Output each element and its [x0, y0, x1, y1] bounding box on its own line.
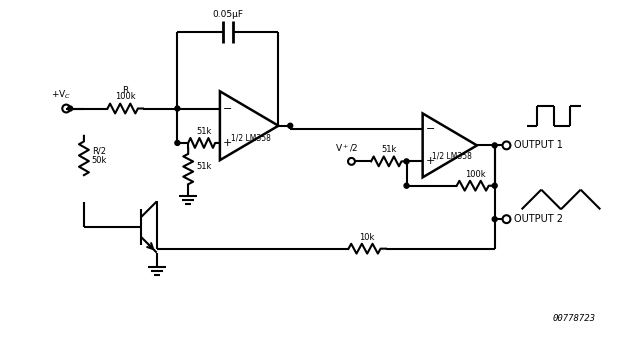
Text: R: R: [122, 86, 128, 95]
Circle shape: [288, 123, 293, 128]
Text: V$^+$/2: V$^+$/2: [335, 143, 359, 154]
Circle shape: [493, 183, 497, 188]
Text: R/2: R/2: [92, 146, 106, 155]
Text: 1/2 LM358: 1/2 LM358: [432, 152, 471, 161]
Text: +V$_C$: +V$_C$: [51, 88, 71, 101]
Text: −: −: [426, 124, 435, 135]
Text: 51k: 51k: [381, 145, 397, 154]
Text: 51k: 51k: [196, 162, 211, 171]
Text: 1/2 LM358: 1/2 LM358: [231, 133, 271, 142]
Text: 10k: 10k: [359, 233, 375, 242]
Circle shape: [68, 106, 73, 111]
Text: OUTPUT 1: OUTPUT 1: [514, 140, 563, 150]
Text: 00778723: 00778723: [553, 314, 595, 323]
Circle shape: [404, 159, 409, 164]
Text: +: +: [426, 156, 435, 166]
Circle shape: [404, 183, 409, 188]
Text: 100k: 100k: [115, 92, 135, 101]
Circle shape: [493, 217, 497, 222]
Text: 51k: 51k: [197, 127, 212, 136]
Text: 100k: 100k: [465, 170, 486, 179]
Text: +: +: [223, 138, 232, 148]
Text: −: −: [223, 103, 232, 114]
Text: OUTPUT 2: OUTPUT 2: [514, 214, 563, 224]
Text: 0.05μF: 0.05μF: [212, 10, 244, 20]
Text: 50k: 50k: [92, 156, 107, 165]
Circle shape: [175, 141, 180, 145]
Circle shape: [493, 143, 497, 148]
Circle shape: [175, 106, 180, 111]
